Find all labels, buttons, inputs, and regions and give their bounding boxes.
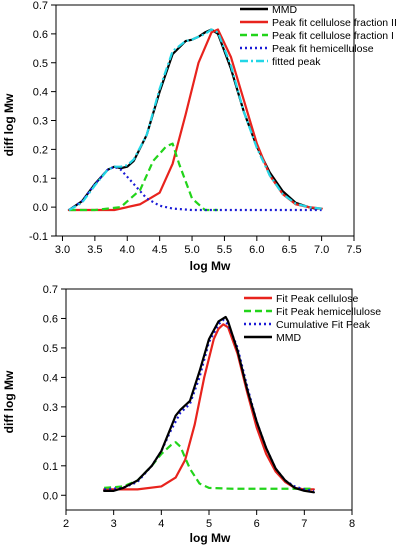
top-x-tick-label: 5.5 (217, 244, 232, 256)
top-chart: 3.0 3.5 4.0 4.5 5.0 5.5 6.0 6.5 7.0 7.5 -0.1 0.0 0.1… (2, 0, 397, 273)
top-y-tick-label: 0.2 (33, 144, 48, 156)
top-y-axis-title: diff log Mw (2, 93, 16, 156)
bottom-legend-item-0: Fit Peak cellulose (244, 293, 358, 305)
top-series-line-3 (68, 165, 322, 212)
top-legend-label-0: MMD (272, 4, 297, 16)
top-legend-label-3: Peak fit hemicellulose (272, 43, 374, 55)
top-legend: MMD Peak fit cellulose fraction II Peak … (240, 4, 397, 68)
top-y-tick-label: 0.6 (33, 29, 48, 41)
top-y-tick-label: 0.1 (33, 173, 48, 185)
bottom-y-tick-label: 0.2 (43, 431, 58, 443)
bottom-series-line-0 (103, 323, 315, 491)
bottom-x-tick-label: 7 (301, 518, 307, 530)
top-legend-item-4: fitted peak (240, 56, 321, 68)
top-x-tick-label: 5.0 (184, 244, 199, 256)
bottom-legend-label-0: Fit Peak cellulose (276, 293, 358, 305)
bottom-x-tick-label: 4 (158, 518, 164, 530)
bottom-legend-label-2: Cumulative Fit Peak (276, 319, 371, 331)
bottom-x-axis-title: log Mw (190, 531, 231, 545)
top-y-tick-label: 0.3 (33, 116, 48, 128)
bottom-series-line-2 (104, 318, 315, 492)
top-x-tick-label: 6.0 (249, 244, 264, 256)
bottom-legend-item-3: MMD (244, 332, 301, 344)
top-y-tick-label: 0.5 (33, 58, 48, 70)
bottom-y-tick-label: 0.6 (43, 313, 58, 325)
bottom-y-tick-label: 0.4 (43, 372, 58, 384)
bottom-x-tick-label: 8 (349, 518, 355, 530)
top-y-tick-label: 0.7 (33, 0, 48, 12)
top-series-line-2 (68, 142, 218, 212)
bottom-x-tick-label: 3 (111, 518, 117, 530)
bottom-x-tick-label: 5 (206, 518, 212, 530)
top-axes: 3.0 3.5 4.0 4.5 5.0 5.5 6.0 6.5 7.0 7.5 -0.1 0.0 0.1… (29, 0, 362, 256)
top-x-tick-label: 7.0 (314, 244, 329, 256)
top-x-tick-label: 6.5 (282, 244, 297, 256)
top-legend-label-4: fitted peak (272, 56, 321, 68)
top-series-lines (67, 28, 323, 212)
bottom-y-axis-title: diff log Mw (2, 370, 16, 433)
top-x-tick-label: 4.5 (152, 244, 167, 256)
top-y-tick-label: -0.1 (29, 231, 48, 243)
top-legend-item-1: Peak fit cellulose fraction II (240, 17, 397, 29)
bottom-y-tick-label: 0.3 (43, 402, 58, 414)
top-legend-label-1: Peak fit cellulose fraction II (272, 17, 397, 29)
top-x-tick-label: 3.5 (87, 244, 102, 256)
bottom-y-tick-label: 0.7 (43, 284, 58, 296)
top-x-tick-label: 7.5 (346, 244, 361, 256)
top-x-tick-label: 3.0 (55, 244, 70, 256)
bottom-legend-label-1: Fit Peak hemicellulose (276, 306, 381, 318)
bottom-axes: 2 3 4 5 6 7 8 0.0 0.1 0.2 0.3 0.4 0.5 0.6 0.7 (43, 284, 355, 530)
bottom-series-lines (103, 315, 315, 494)
top-y-tick-label: 0.4 (33, 87, 48, 99)
bottom-y-tick-label: 0.1 (43, 461, 58, 473)
bottom-legend-item-1: Fit Peak hemicellulose (244, 306, 381, 318)
top-y-tick-label: 0.0 (33, 202, 48, 214)
top-legend-label-2: Peak fit cellulose fraction I (272, 30, 394, 42)
bottom-x-tick-label: 6 (254, 518, 260, 530)
top-series-line-4 (68, 28, 322, 211)
bottom-chart: 2 3 4 5 6 7 8 0.0 0.1 0.2 0.3 0.4 0.5 0.6 0.7 Fit Peak… (2, 284, 381, 545)
bottom-legend-label-3: MMD (276, 332, 301, 344)
bottom-y-tick-label: 0.5 (43, 343, 58, 355)
bottom-x-tick-label: 2 (63, 518, 69, 530)
top-legend-item-3: Peak fit hemicellulose (240, 43, 374, 55)
top-x-axis-title: log Mw (190, 259, 231, 273)
bottom-legend: Fit Peak cellulose Fit Peak hemicellulos… (244, 293, 381, 344)
bottom-series-line-3 (103, 315, 315, 494)
bottom-y-tick-label: 0.0 (43, 490, 58, 502)
top-legend-item-0: MMD (240, 4, 297, 16)
top-x-tick-label: 4.0 (120, 244, 135, 256)
bottom-legend-item-2: Cumulative Fit Peak (244, 319, 371, 331)
top-legend-item-2: Peak fit cellulose fraction I (240, 30, 394, 42)
